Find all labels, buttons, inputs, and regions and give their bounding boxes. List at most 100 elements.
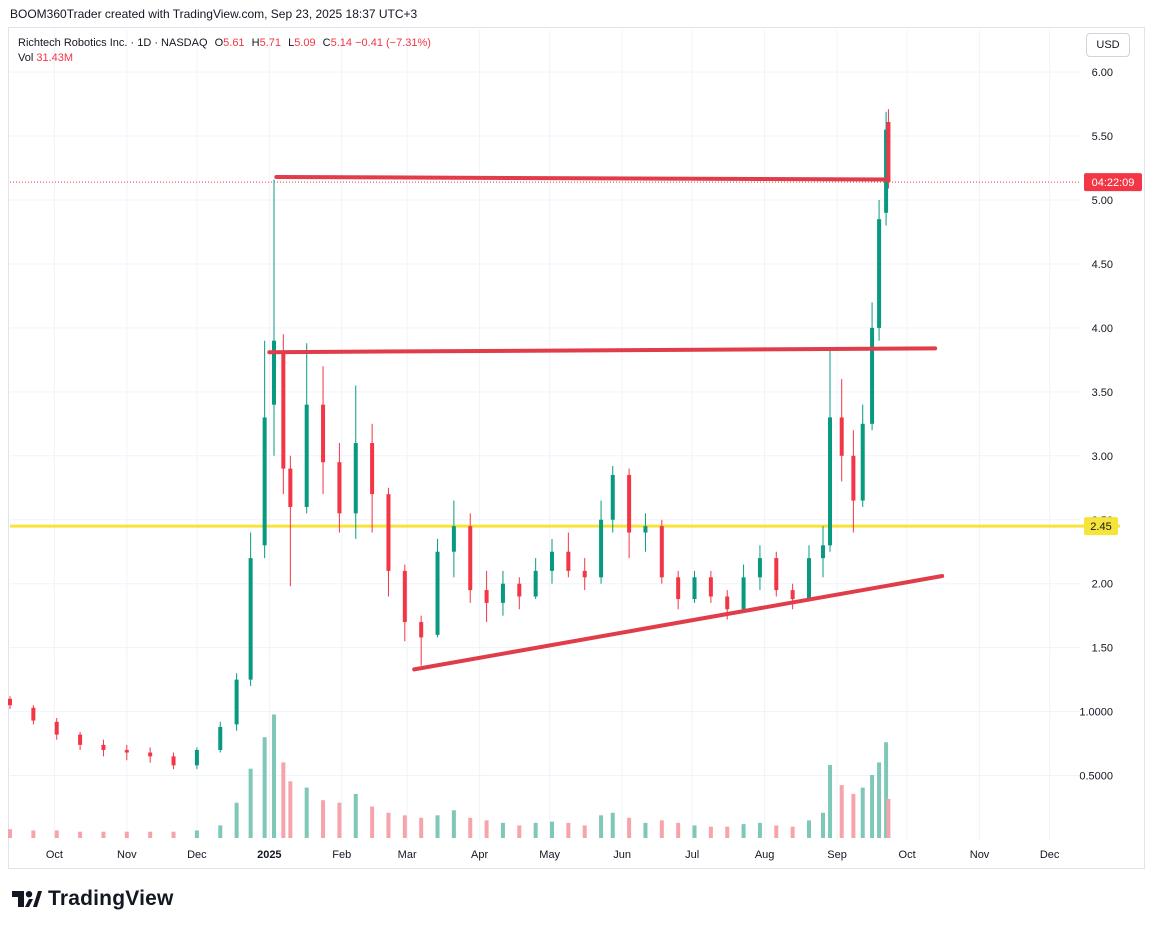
x-tick-label: Nov	[117, 849, 137, 861]
volume-bar	[870, 775, 875, 838]
candle-body	[790, 590, 795, 600]
candle-body	[218, 726, 223, 750]
volume-bar	[31, 830, 36, 838]
volume-bar	[877, 762, 882, 838]
candle-body	[148, 752, 153, 757]
candle-body	[337, 462, 342, 514]
candle-body	[851, 455, 856, 501]
y-tick-label: 5.00	[1092, 195, 1113, 207]
high-label: H	[251, 37, 260, 49]
volume-bar	[659, 820, 664, 838]
volume-bar	[271, 714, 276, 838]
volume-bar	[451, 810, 456, 838]
y-tick-label: 3.00	[1092, 451, 1113, 463]
candle-body	[550, 551, 555, 571]
candle-body	[271, 340, 276, 405]
volume-bar	[692, 825, 697, 838]
candle-body	[517, 583, 522, 597]
rising-trendline-line	[412, 574, 945, 672]
symbol-title[interactable]: Richtech Robotics Inc. · 1D · NASDAQ	[18, 37, 208, 49]
volume-bar	[171, 831, 176, 838]
x-tick-label: Jul	[685, 849, 699, 861]
volume-bar	[708, 826, 713, 838]
x-tick-label: Apr	[471, 849, 488, 861]
volume-bar	[741, 824, 746, 838]
candle-body	[386, 494, 391, 571]
candle-body	[281, 353, 286, 469]
y-tick-label: 6.00	[1092, 67, 1113, 79]
candle-body	[101, 744, 106, 750]
volume-bar	[419, 817, 424, 838]
candle-body	[725, 596, 730, 610]
candle-body	[435, 551, 440, 635]
candle-body	[599, 519, 604, 578]
volume-bar	[533, 822, 538, 838]
x-tick-label: Oct	[899, 849, 916, 861]
candle-body	[8, 698, 12, 706]
chart-legend: Richtech Robotics Inc. · 1D · NASDAQ O 5.…	[18, 36, 431, 66]
candle-body	[54, 721, 59, 735]
y-tick-label: 5.50	[1092, 131, 1113, 143]
volume-bar	[851, 793, 856, 838]
volume-bar	[54, 830, 59, 838]
candle-body	[248, 558, 253, 680]
volume-bar	[101, 831, 106, 838]
volume-bar	[337, 802, 342, 838]
volume-bar	[860, 787, 865, 838]
y-tick-label: 1.0000	[1079, 707, 1113, 719]
tradingview-logo[interactable]: TradingView	[12, 885, 174, 913]
support-price-tag	[1084, 517, 1118, 536]
x-tick-label: Mar	[398, 849, 417, 861]
low-label: L	[288, 37, 295, 49]
x-tick-label: Oct	[46, 849, 63, 861]
volume-bar	[550, 821, 555, 838]
volume-bar	[790, 826, 795, 838]
candle-body	[821, 545, 826, 559]
volume-bar	[886, 798, 891, 838]
candle-body	[468, 526, 473, 591]
chart-frame	[8, 27, 1145, 869]
candle-body	[627, 474, 632, 533]
candle-body	[402, 570, 407, 623]
volume-bar	[8, 829, 12, 838]
volume-bar	[757, 822, 762, 838]
volume-bar	[402, 815, 407, 838]
volume-bar	[78, 831, 83, 838]
candle-body	[659, 526, 664, 578]
high-value: 5.71	[259, 37, 281, 49]
candle-body	[757, 558, 762, 578]
volume-bar	[884, 742, 889, 838]
volume-bar	[582, 825, 587, 838]
candle-body	[500, 583, 505, 603]
y-tick-label: 1.50	[1092, 643, 1113, 655]
candle-body	[741, 577, 746, 610]
candle-body	[774, 558, 779, 591]
volume-bar	[676, 822, 681, 838]
candle-body	[886, 121, 891, 183]
volume-bar	[839, 785, 844, 838]
y-tick-label: 4.50	[1092, 259, 1113, 271]
open-label: O	[214, 37, 224, 49]
volume-bar	[821, 812, 826, 838]
candle-body	[194, 749, 199, 766]
x-tick-label: 2025	[257, 849, 281, 861]
x-tick-label: May	[539, 849, 560, 861]
volume-bar	[725, 826, 730, 838]
y-tick-label: 2.00	[1092, 579, 1113, 591]
candle-body	[124, 749, 129, 753]
y-tick-label: 4.00	[1092, 323, 1113, 335]
volume-value: 31.43M	[36, 52, 74, 64]
candle-body	[353, 443, 358, 514]
volume-bar	[124, 831, 129, 838]
volume-bar	[566, 822, 571, 838]
currency-button[interactable]: USD	[1086, 33, 1130, 57]
y-tick-label: 0.5000	[1079, 771, 1113, 783]
tradingview-logo-icon	[12, 891, 42, 907]
volume-bar	[353, 793, 358, 838]
candle-body	[884, 129, 889, 213]
candle-body	[304, 404, 309, 507]
volume-bar	[288, 781, 293, 838]
support-price-label: 2.45	[1090, 521, 1111, 533]
candle-body	[708, 577, 713, 597]
